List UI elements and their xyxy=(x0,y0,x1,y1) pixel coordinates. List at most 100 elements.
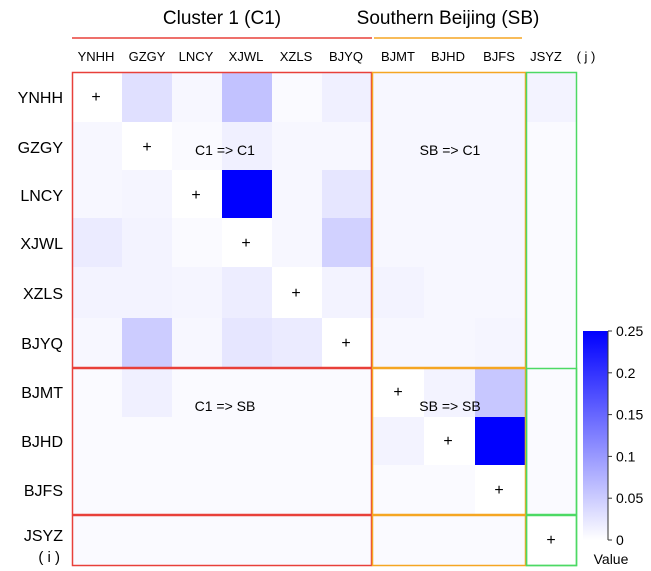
heatmap-cell xyxy=(475,417,526,465)
row-label: BJFS xyxy=(24,483,63,500)
heatmap-cell xyxy=(322,465,372,515)
column-label: GZGY xyxy=(129,49,166,64)
heatmap-cell xyxy=(526,417,577,465)
group-label: Cluster 1 (C1) xyxy=(163,8,281,29)
heatmap-cell xyxy=(372,465,424,515)
block-border xyxy=(71,514,373,567)
colorbar-tick-label: 0.15 xyxy=(616,407,643,423)
row-label: BJHD xyxy=(21,434,63,451)
heatmap-cell xyxy=(372,218,424,267)
block-border xyxy=(371,514,527,567)
heatmap-cell xyxy=(272,170,322,218)
heatmap-cell xyxy=(172,417,222,465)
heatmap-cell xyxy=(172,267,222,318)
heatmap-cell xyxy=(222,170,272,218)
heatmap-cell xyxy=(322,515,372,566)
diagonal-marker: + xyxy=(91,89,100,106)
heatmap-cell xyxy=(372,318,424,368)
heatmap-cell xyxy=(372,515,424,566)
heatmap-cell xyxy=(72,465,122,515)
heatmap-cell xyxy=(424,72,475,122)
heatmap-cell xyxy=(272,72,322,122)
row-label: JSYZ xyxy=(24,528,63,545)
heatmap-cell xyxy=(122,318,172,368)
heatmap-cell xyxy=(122,515,172,566)
heatmap-cell xyxy=(122,72,172,122)
heatmap-cell xyxy=(172,122,222,170)
column-label: YNHH xyxy=(78,49,115,64)
column-axis-suffix: ( j ) xyxy=(577,49,596,64)
diagonal-marker: + xyxy=(546,532,555,549)
diagonal-marker: + xyxy=(494,482,503,499)
heatmap-cell xyxy=(475,218,526,267)
heatmap-cell xyxy=(424,368,475,417)
heatmap-cell xyxy=(122,465,172,515)
group-label: Southern Beijing (SB) xyxy=(357,8,540,29)
heatmap-cell xyxy=(122,218,172,267)
heatmap-cell xyxy=(526,267,577,318)
heatmap-cell xyxy=(475,368,526,417)
heatmap-cell xyxy=(526,72,577,122)
block-border xyxy=(71,71,373,369)
heatmap-cell xyxy=(122,122,172,170)
row-label: BJYQ xyxy=(21,336,63,353)
heatmap-cell xyxy=(222,72,272,122)
heatmap-cell xyxy=(122,417,172,465)
heatmap-cell xyxy=(122,368,172,417)
heatmap-cell xyxy=(475,122,526,170)
diagonal-marker: + xyxy=(393,384,402,401)
heatmap-cell xyxy=(424,515,475,566)
heatmap-cell xyxy=(322,170,372,218)
row-label: XJWL xyxy=(20,236,63,253)
heatmap-cell xyxy=(172,318,222,368)
block-label: SB => SB xyxy=(419,398,480,414)
heatmap-cell xyxy=(475,515,526,566)
colorbar-tick-label: 0.1 xyxy=(616,448,636,464)
heatmap-cell xyxy=(172,465,222,515)
column-label: BJFS xyxy=(483,49,515,64)
heatmap-cell xyxy=(322,417,372,465)
heatmap-cell xyxy=(272,417,322,465)
heatmap-cell xyxy=(272,218,322,267)
heatmap-cell xyxy=(72,218,122,267)
heatmap-cell xyxy=(526,515,577,566)
heatmap-cell xyxy=(272,318,322,368)
colorbar-tick-label: 0.2 xyxy=(616,365,636,381)
block-label: C1 => C1 xyxy=(195,142,255,158)
heatmap-cell xyxy=(424,267,475,318)
heatmap-cell xyxy=(222,318,272,368)
diagonal-marker: + xyxy=(191,187,200,204)
colorbar-tick-label: 0.25 xyxy=(616,323,643,339)
heatmap-cell xyxy=(222,417,272,465)
heatmap-cell xyxy=(72,267,122,318)
heatmap-cell xyxy=(172,72,222,122)
heatmap-cell xyxy=(424,417,475,465)
heatmap-cell xyxy=(72,368,122,417)
heatmap-cell xyxy=(322,318,372,368)
block-border xyxy=(371,367,527,516)
block-border xyxy=(371,71,527,369)
colorbar-tick-label: 0 xyxy=(616,532,624,548)
heatmap-cell xyxy=(526,218,577,267)
row-label: YNHH xyxy=(18,90,63,107)
heatmap-cell xyxy=(272,515,322,566)
diagonal-marker: + xyxy=(443,433,452,450)
heatmap-cell xyxy=(372,267,424,318)
heatmap-cell xyxy=(272,465,322,515)
heatmap-cell xyxy=(322,368,372,417)
heatmap-cell xyxy=(322,122,372,170)
heatmap-cell xyxy=(272,368,322,417)
diagonal-marker: + xyxy=(142,139,151,156)
heatmap-cell xyxy=(72,170,122,218)
heatmap-cell xyxy=(222,122,272,170)
heatmap-cell xyxy=(222,368,272,417)
heatmap-cell xyxy=(72,72,122,122)
row-label: BJMT xyxy=(21,385,63,402)
heatmap-cell xyxy=(372,417,424,465)
heatmap-cell xyxy=(72,318,122,368)
heatmap-cell xyxy=(322,267,372,318)
heatmap-cell xyxy=(172,218,222,267)
column-label: BJMT xyxy=(381,49,415,64)
heatmap-cell xyxy=(526,170,577,218)
